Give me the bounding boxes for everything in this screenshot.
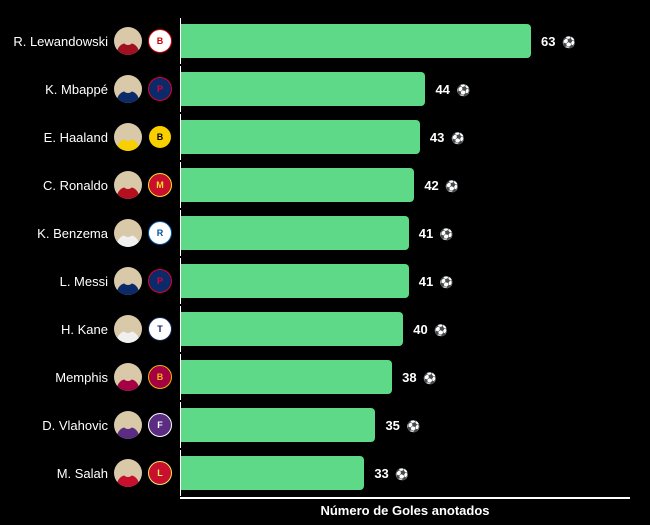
club-badge-icon: F [148,413,172,437]
bar [181,456,364,490]
ball-icon: ⚽ [445,180,459,193]
player-name: Memphis [55,370,108,385]
player-name: R. Lewandowski [13,34,108,49]
bar-container: 41 ⚽ [180,258,630,304]
bar [181,24,531,58]
bar-container: 35 ⚽ [180,402,630,448]
chart-row: C. Ronaldo M 42 ⚽ [0,162,630,208]
bar [181,168,414,202]
chart-row: Memphis B 38 ⚽ [0,354,630,400]
row-label: C. Ronaldo M [0,171,180,199]
player-avatar [114,267,142,295]
bar-value: 40 ⚽ [413,322,448,337]
bar-container: 44 ⚽ [180,66,630,112]
bar-value: 41 ⚽ [419,226,454,241]
club-badge-icon: B [148,365,172,389]
club-badge-icon: P [148,269,172,293]
ball-icon: ⚽ [407,420,421,433]
player-avatar [114,459,142,487]
x-axis [180,497,630,499]
player-name: D. Vlahovic [42,418,108,433]
bar-value: 42 ⚽ [424,178,459,193]
bar-value: 38 ⚽ [402,370,437,385]
bar-container: 41 ⚽ [180,210,630,256]
bar [181,72,425,106]
club-badge-icon: M [148,173,172,197]
player-name: K. Benzema [37,226,108,241]
row-label: Memphis B [0,363,180,391]
goals-bar-chart: R. Lewandowski B 63 ⚽ K. Mbappé P 44 ⚽ E. Haal… [0,0,650,525]
bar-container: 33 ⚽ [180,450,630,496]
bar-value: 43 ⚽ [430,130,465,145]
player-avatar [114,75,142,103]
bar [181,360,392,394]
bar [181,264,409,298]
player-name: C. Ronaldo [43,178,108,193]
club-badge-icon: R [148,221,172,245]
row-label: R. Lewandowski B [0,27,180,55]
chart-row: E. Haaland B 43 ⚽ [0,114,630,160]
player-avatar [114,363,142,391]
bar-value: 41 ⚽ [419,274,454,289]
chart-row: L. Messi P 41 ⚽ [0,258,630,304]
bar [181,312,403,346]
row-label: H. Kane T [0,315,180,343]
ball-icon: ⚽ [395,468,409,481]
club-badge-icon: T [148,317,172,341]
club-badge-icon: B [148,125,172,149]
chart-row: D. Vlahovic F 35 ⚽ [0,402,630,448]
chart-row: K. Benzema R 41 ⚽ [0,210,630,256]
player-avatar [114,219,142,247]
ball-icon: ⚽ [562,36,576,49]
chart-rows: R. Lewandowski B 63 ⚽ K. Mbappé P 44 ⚽ E. Haal… [0,18,630,496]
ball-icon: ⚽ [423,372,437,385]
player-name: K. Mbappé [45,82,108,97]
player-name: E. Haaland [44,130,108,145]
chart-row: K. Mbappé P 44 ⚽ [0,66,630,112]
ball-icon: ⚽ [451,132,465,145]
row-label: K. Mbappé P [0,75,180,103]
chart-row: H. Kane T 40 ⚽ [0,306,630,352]
bar-container: 63 ⚽ [180,18,630,64]
bar-value: 35 ⚽ [385,418,420,433]
bar-value: 44 ⚽ [435,82,470,97]
row-label: L. Messi P [0,267,180,295]
row-label: M. Salah L [0,459,180,487]
x-axis-label: Número de Goles anotados [180,503,630,518]
chart-row: M. Salah L 33 ⚽ [0,450,630,496]
player-name: H. Kane [61,322,108,337]
ball-icon: ⚽ [440,276,454,289]
player-name: M. Salah [57,466,108,481]
bar-container: 42 ⚽ [180,162,630,208]
ball-icon: ⚽ [457,84,471,97]
bar-container: 38 ⚽ [180,354,630,400]
player-avatar [114,123,142,151]
player-avatar [114,171,142,199]
bar-container: 40 ⚽ [180,306,630,352]
player-avatar [114,411,142,439]
club-badge-icon: L [148,461,172,485]
player-avatar [114,27,142,55]
bar [181,216,409,250]
club-badge-icon: B [148,29,172,53]
chart-row: R. Lewandowski B 63 ⚽ [0,18,630,64]
club-badge-icon: P [148,77,172,101]
row-label: K. Benzema R [0,219,180,247]
bar [181,408,375,442]
ball-icon: ⚽ [440,228,454,241]
row-label: E. Haaland B [0,123,180,151]
bar [181,120,420,154]
ball-icon: ⚽ [434,324,448,337]
row-label: D. Vlahovic F [0,411,180,439]
player-avatar [114,315,142,343]
bar-container: 43 ⚽ [180,114,630,160]
bar-value: 63 ⚽ [541,34,576,49]
player-name: L. Messi [60,274,108,289]
bar-value: 33 ⚽ [374,466,409,481]
